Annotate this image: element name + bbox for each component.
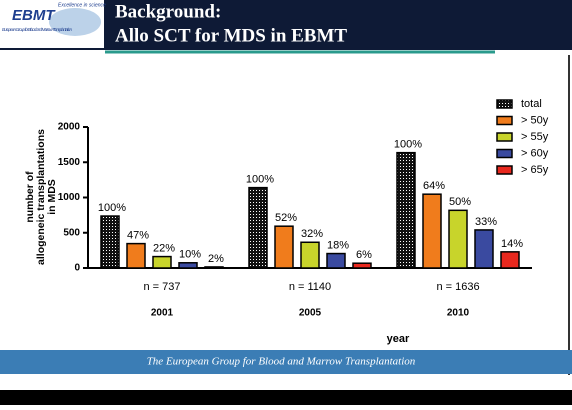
logo-globe (49, 8, 101, 36)
y-tick-label: 2000 (58, 122, 81, 133)
bar (352, 262, 372, 269)
bar (126, 242, 146, 269)
legend-label: total (521, 98, 542, 110)
data-label: 10% (179, 249, 201, 261)
data-label: 100% (394, 139, 422, 151)
logo-name: EBMT (12, 7, 56, 24)
footer-bar (0, 350, 572, 374)
bar (326, 252, 346, 269)
footer-text: The European Group for Blood and Marrow … (147, 356, 416, 368)
data-label: 22% (153, 242, 175, 254)
bar (300, 241, 320, 269)
data-label: 52% (275, 212, 297, 224)
bottom-bar (0, 390, 572, 405)
y-axis-title: in MDS (46, 179, 58, 215)
logo-subtitle: European Group for Blood and Marrow Tran… (2, 27, 72, 32)
chart: 0 500 1000 1500 2000 number of allogeneic tran… (24, 98, 549, 345)
x-tick-label: 2005 (299, 308, 322, 319)
bar (204, 266, 224, 269)
data-label: 33% (475, 216, 497, 228)
data-label: 100% (98, 202, 126, 214)
y-tick-label: 1000 (58, 192, 81, 203)
legend-swatch (496, 148, 513, 159)
slide-title: Background: (115, 1, 221, 22)
legend-swatch (496, 165, 513, 175)
data-label: 18% (327, 239, 349, 251)
legend-swatch (496, 132, 513, 142)
bar (248, 186, 268, 269)
legend-label: > 55y (521, 131, 549, 143)
x-axis-title: year (387, 333, 410, 345)
data-label: 47% (127, 230, 149, 242)
data-label: 2% (208, 253, 224, 265)
group-label: n = 1140 (289, 281, 331, 293)
bar (100, 215, 120, 269)
data-label: 14% (501, 238, 523, 250)
data-label: 100% (246, 174, 274, 186)
legend-swatch (496, 99, 513, 109)
data-label: 6% (356, 249, 372, 261)
bar (274, 225, 294, 269)
bar (500, 251, 520, 269)
bar (474, 229, 494, 269)
bar (448, 209, 468, 269)
y-axis-title: number of (24, 171, 36, 223)
data-label: 64% (423, 180, 445, 192)
bar (178, 262, 198, 269)
legend-label: > 50y (521, 114, 549, 126)
bar (152, 255, 172, 269)
data-label: 50% (449, 196, 471, 208)
legend-label: > 60y (521, 147, 549, 159)
y-tick-label: 500 (63, 227, 80, 238)
legend-swatch (496, 115, 513, 126)
y-tick-label: 0 (74, 263, 80, 274)
x-tick-label: 2001 (151, 308, 174, 319)
data-label: 32% (301, 228, 323, 240)
slide-title: Allo SCT for MDS in EBMT (115, 25, 347, 46)
group-label: n = 737 (143, 281, 180, 293)
y-tick-label: 1500 (58, 157, 81, 168)
group-label: n = 1636 (436, 281, 479, 293)
bar (422, 193, 442, 269)
legend-label: > 65y (521, 164, 549, 176)
x-tick-label: 2010 (447, 308, 470, 319)
y-axis-title: allogeneic transplantations (35, 129, 47, 265)
logo-tagline: Excellence in science (58, 2, 106, 8)
bar (396, 151, 416, 269)
